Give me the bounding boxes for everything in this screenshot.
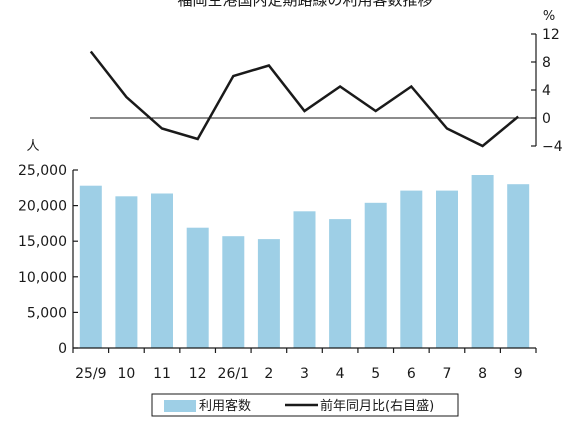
line-panel: −4 0 4 8 12	[90, 27, 563, 155]
chart-title: 福岡空港国内定期路線の利用客数推移	[177, 0, 432, 9]
bar-8	[365, 203, 387, 348]
left-tick-label-1: 5,000	[27, 305, 67, 321]
right-tick-label-4: 12	[542, 27, 560, 43]
bar-4	[222, 236, 244, 348]
bar-1	[115, 196, 137, 348]
right-tick-label-2: 4	[542, 83, 551, 99]
x-tick-label-8: 5	[371, 366, 380, 382]
x-tick-label-9: 6	[407, 366, 416, 382]
legend-swatch-bar	[164, 400, 196, 412]
x-tick-label-2: 11	[153, 366, 171, 382]
right-tick-label-3: 8	[542, 55, 551, 71]
x-tick-label-0: 25/9	[75, 366, 106, 382]
bar-11	[472, 175, 494, 348]
x-tick-label-7: 4	[336, 366, 345, 382]
left-tick-label-5: 25,000	[18, 163, 67, 179]
left-tick-label-3: 15,000	[18, 234, 67, 250]
bar-9	[400, 191, 422, 348]
bar-7	[329, 219, 351, 348]
right-axis-unit: %	[543, 9, 555, 24]
left-tick-label-2: 10,000	[18, 270, 67, 286]
x-tick-label-11: 8	[478, 366, 487, 382]
yoy-line	[91, 52, 518, 147]
bar-12	[507, 184, 529, 348]
legend: 利用客数 前年同月比(右目盛)	[152, 394, 458, 416]
x-tick-label-4: 26/1	[218, 366, 249, 382]
bar-5	[258, 239, 280, 348]
bar-panel: 0 5,000 10,000 15,000 20,000 25,000 25/9 10 11 12…	[18, 163, 536, 382]
left-tick-label-4: 20,000	[18, 199, 67, 215]
bar-3	[187, 228, 209, 348]
bar-10	[436, 191, 458, 348]
x-tick-label-3: 12	[189, 366, 207, 382]
legend-label-line: 前年同月比(右目盛)	[320, 398, 434, 414]
right-tick-label-1: 0	[542, 111, 551, 127]
bar-6	[294, 211, 316, 348]
bar-0	[80, 186, 102, 348]
x-tick-label-5: 2	[264, 366, 273, 382]
left-tick-label-0: 0	[58, 341, 67, 357]
x-tick-label-1: 10	[118, 366, 136, 382]
x-tick-label-10: 7	[443, 366, 452, 382]
x-tick-label-6: 3	[300, 366, 309, 382]
left-axis-unit: 人	[26, 139, 39, 154]
bar-2	[151, 194, 173, 349]
legend-label-bar: 利用客数	[199, 398, 251, 414]
right-tick-label-0: −4	[542, 139, 563, 155]
x-tick-label-12: 9	[514, 366, 523, 382]
